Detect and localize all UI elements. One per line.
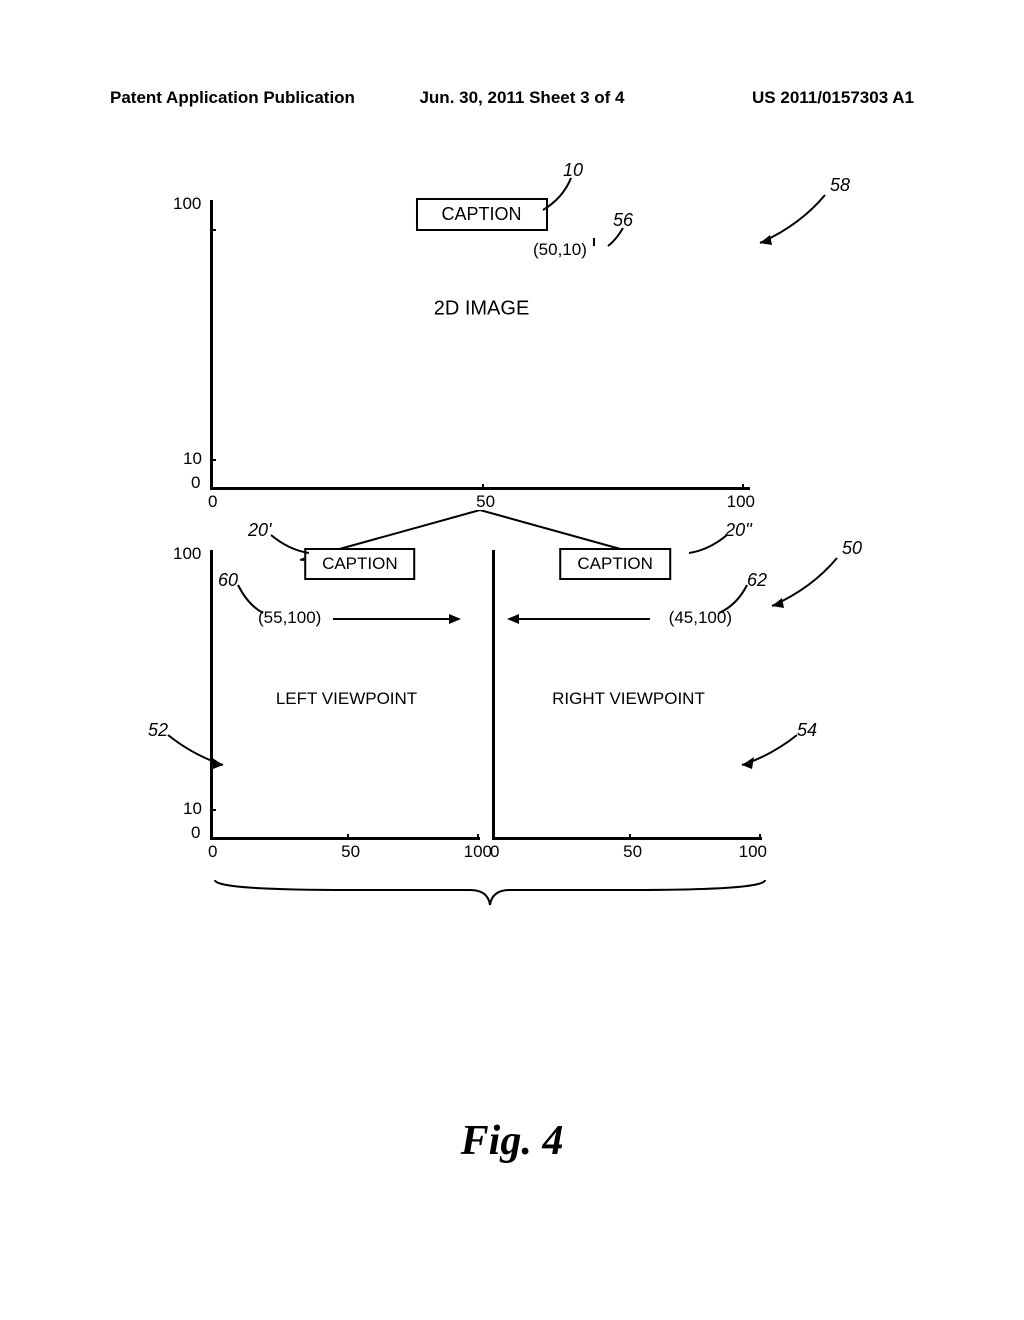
right-viewpoint-panel: CAPTION RIGHT VIEWPOINT 20'' 62 (45,100)…	[492, 550, 762, 840]
right-xtick-0: 0	[490, 842, 499, 862]
left-ytick-10: 10	[183, 799, 202, 819]
leader-50	[762, 558, 842, 618]
ref-54: 54	[797, 720, 817, 741]
top-y-ticks-marks	[210, 200, 216, 490]
left-caption-box: CAPTION	[304, 548, 416, 580]
left-viewpoint-panel: CAPTION LEFT VIEWPOINT 20' 60 (55,100) 5…	[210, 550, 480, 840]
top-caption-box: CAPTION	[415, 198, 547, 231]
diagram-area: CAPTION 2D IMAGE 100 10 0 0 50 100 10 (5…	[120, 200, 900, 905]
ref-20-dprime: 20''	[725, 520, 752, 541]
left-xtick-100: 100	[464, 842, 492, 862]
leader-58	[750, 195, 830, 255]
header-center: Jun. 30, 2011 Sheet 3 of 4	[371, 88, 652, 108]
left-x-ticks-marks	[213, 834, 483, 840]
top-ytick-10: 10	[183, 449, 202, 469]
right-xtick-50: 50	[623, 842, 642, 862]
top-ytick-100: 100	[173, 194, 201, 214]
left-coord: (55,100)	[258, 608, 321, 628]
leader-56-tick	[591, 238, 597, 258]
page-header: Patent Application Publication Jun. 30, …	[0, 88, 1024, 108]
top-2d-panel: CAPTION 2D IMAGE 100 10 0 0 50 100 10 (5…	[210, 200, 750, 490]
right-coord: (45,100)	[669, 608, 732, 628]
right-view-text: RIGHT VIEWPOINT	[552, 689, 705, 709]
left-xtick-50: 50	[341, 842, 360, 862]
left-coord-arrow	[333, 613, 463, 625]
right-caption-box: CAPTION	[559, 548, 671, 580]
top-ytick-0: 0	[191, 473, 200, 493]
header-right: US 2011/0157303 A1	[653, 88, 914, 108]
top-coord: (50,10)	[533, 240, 587, 260]
left-ytick-100: 100	[173, 544, 201, 564]
leader-56-curve	[608, 228, 628, 248]
ref-50: 50	[842, 538, 862, 559]
left-ytick-0: 0	[191, 823, 200, 843]
ref-60: 60	[218, 570, 238, 591]
left-y-ticks-marks	[210, 550, 216, 840]
curly-brace	[210, 875, 770, 905]
left-xtick-0: 0	[208, 842, 217, 862]
leader-10	[543, 178, 573, 208]
leader-52	[168, 735, 238, 775]
right-x-ticks-marks	[495, 834, 765, 840]
top-center-text: 2D IMAGE	[434, 298, 530, 321]
ref-52: 52	[148, 720, 168, 741]
left-view-text: LEFT VIEWPOINT	[276, 689, 417, 709]
ref-20-prime: 20'	[248, 520, 271, 541]
leader-54	[727, 735, 797, 775]
ref-58: 58	[830, 175, 850, 196]
right-xtick-100: 100	[739, 842, 767, 862]
bottom-row: CAPTION LEFT VIEWPOINT 20' 60 (55,100) 5…	[210, 550, 770, 840]
right-coord-arrow	[505, 613, 650, 625]
leader-20-prime	[271, 535, 311, 560]
leader-20-dprime	[687, 535, 727, 560]
figure-label: Fig. 4	[461, 1117, 564, 1165]
header-left: Patent Application Publication	[110, 88, 371, 108]
